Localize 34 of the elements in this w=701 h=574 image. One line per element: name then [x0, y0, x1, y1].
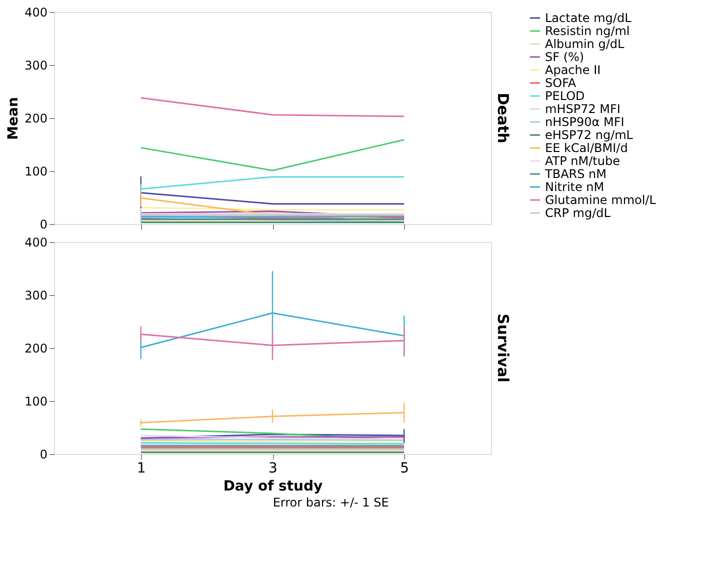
x-axis-title: Day of study: [223, 478, 323, 494]
legend-label: eHSP72 ng/mL: [545, 128, 634, 142]
x-tick-label: 5: [400, 460, 410, 476]
y-tick-label: 400: [24, 236, 48, 250]
legend-label: nHSP90α MFI: [545, 115, 624, 129]
legend-label: SF (%): [545, 50, 584, 64]
y-tick-label: 100: [24, 164, 48, 178]
legend-label: Albumin g/dL: [545, 37, 624, 51]
legend-label: Nitrite nM: [545, 180, 604, 194]
y-tick-label: 200: [24, 342, 48, 356]
legend-label: ATP nM/tube: [545, 154, 620, 168]
y-tick-label: 0: [40, 218, 48, 232]
legend-label: PELOD: [545, 89, 585, 103]
y-tick-label: 100: [24, 394, 48, 408]
y-axis-title: Mean: [6, 97, 22, 140]
text: Survival: [494, 314, 512, 382]
legend-label: CRP mg/dL: [545, 206, 611, 220]
text: Death: [494, 92, 512, 144]
legend-label: EE kCal/BMI/d: [545, 141, 628, 155]
legend-label: TBARS nM: [544, 167, 606, 181]
legend-label: mHSP72 MFI: [545, 102, 620, 116]
y-tick-label: 400: [24, 6, 48, 20]
legend-label: SOFA: [545, 76, 577, 90]
text: Error bars: +/- 1 SE: [272, 496, 389, 510]
y-tick-label: 0: [40, 448, 48, 462]
legend-label: Apache II: [545, 63, 601, 77]
legend-label: Lactate mg/dL: [545, 11, 632, 25]
y-tick-label: 200: [24, 112, 48, 126]
x-tick-label: 1: [136, 460, 146, 476]
x-tick-label: 3: [268, 460, 278, 476]
y-tick-label: 300: [24, 58, 48, 72]
y-tick-label: 300: [24, 288, 48, 302]
legend-label: Glutamine mmol/L: [545, 193, 656, 207]
legend-label: Resistin ng/ml: [545, 24, 630, 38]
